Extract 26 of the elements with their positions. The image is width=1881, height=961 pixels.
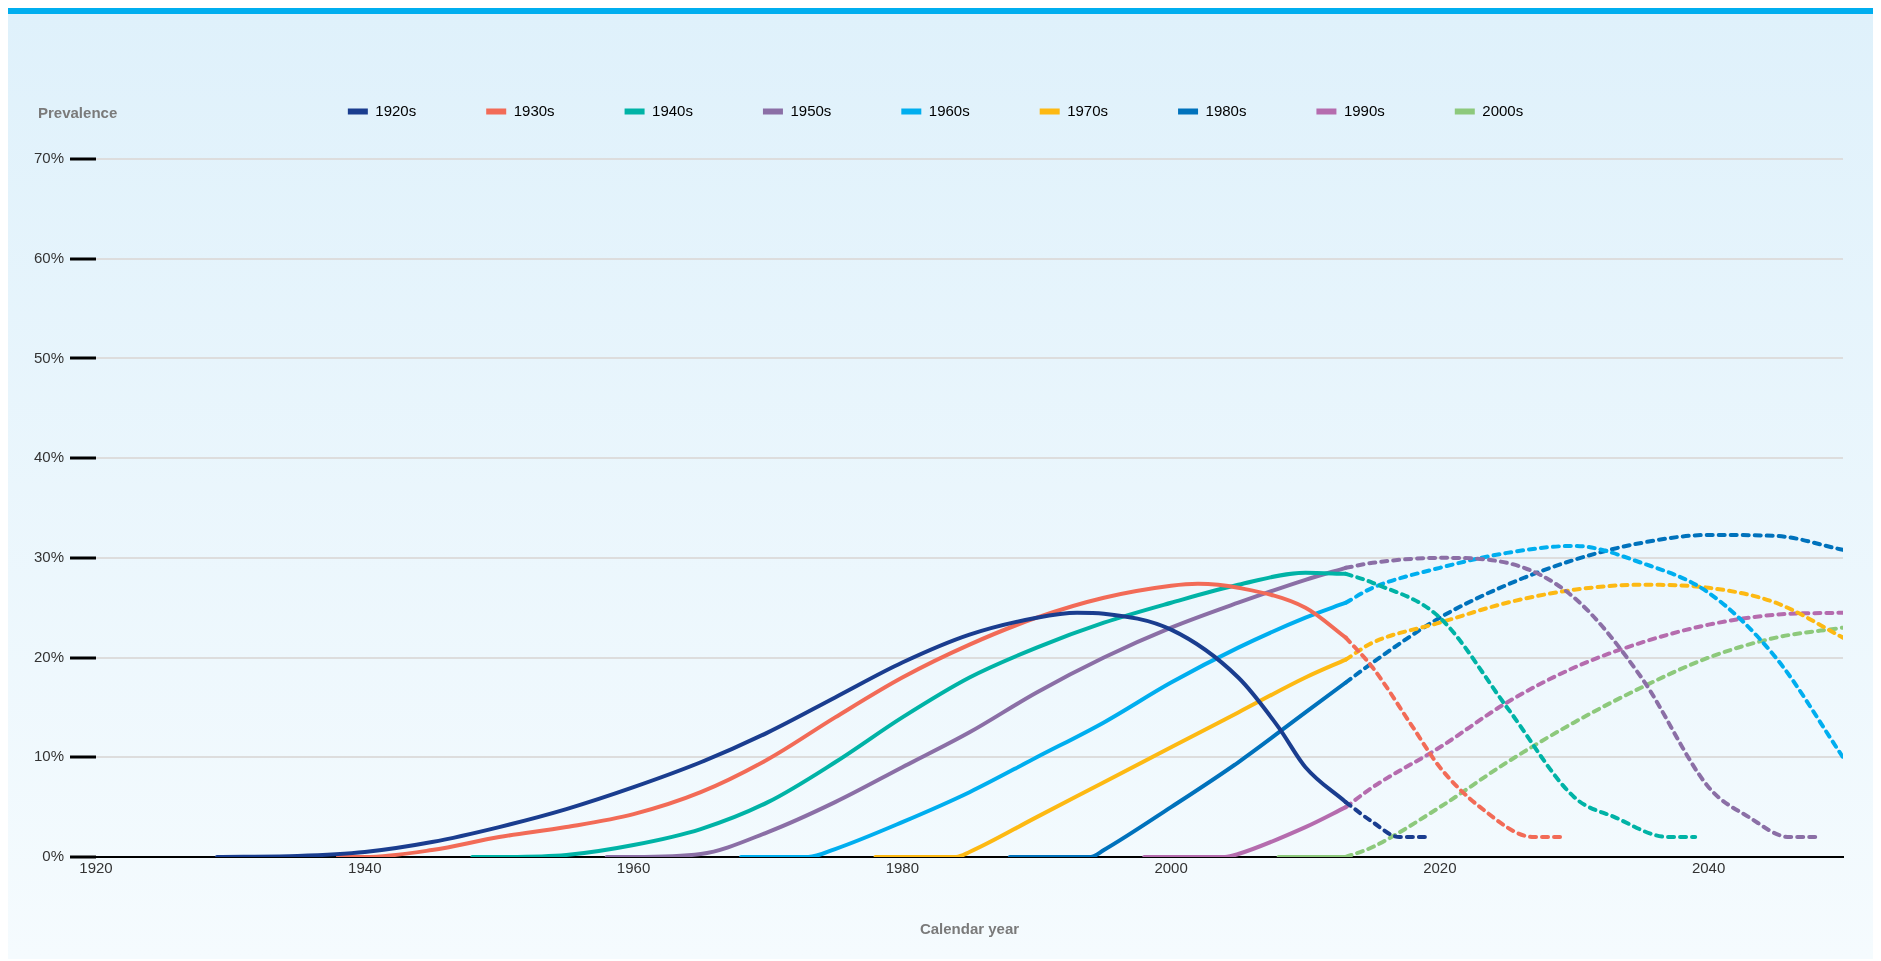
legend-label: 1980s [1205,101,1247,119]
legend-label: 2000s [1482,101,1524,119]
y-axis-title: Prevalence [38,104,118,122]
legend-label: 1960s [928,101,970,119]
x-tick-label: 2000 [1154,859,1188,877]
y-tick-label: 60% [33,248,65,266]
x-tick-label: 1920 [79,859,113,877]
x-tick-label: 1960 [616,859,651,877]
y-tick-label: 40% [33,448,65,466]
legend-label: 1930s [513,101,555,119]
y-tick-label: 30% [33,548,65,565]
x-axis-title: Calendar year [919,920,1020,938]
legend-label: 1940s [652,101,693,119]
x-tick-label: 2040 [1691,859,1726,877]
y-tick-label: 20% [33,647,65,665]
legend-label: 1920s [375,101,417,119]
y-tick-label: 50% [33,348,65,366]
legend-label: 1990s [1343,101,1385,119]
x-tick-label: 1940 [348,859,382,877]
legend-label: 1950s [790,101,832,119]
x-tick-label: 1980 [885,859,920,877]
legend-label: 1970s [1067,101,1109,119]
y-tick-label: 0% [42,847,65,865]
y-tick-label: 70% [33,149,65,167]
y-tick-label: 10% [33,747,65,765]
x-tick-label: 2020 [1423,859,1457,877]
